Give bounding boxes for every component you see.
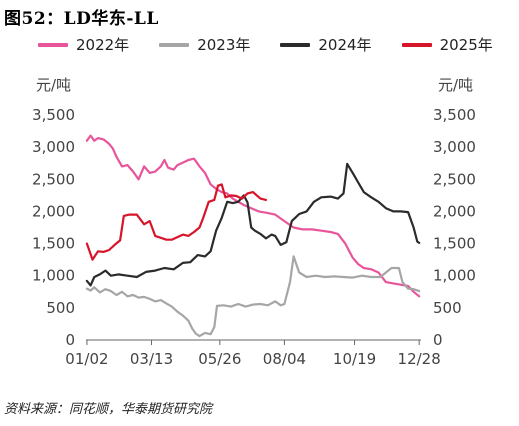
series-line-2023年	[85, 255, 421, 338]
y-tick-label-right: 500	[433, 299, 462, 317]
y-tick-label-left: 3,000	[32, 138, 75, 156]
legend-swatch-2025	[401, 42, 432, 47]
y-tick-label-left: 3,500	[32, 106, 75, 124]
axes: 0 0 500 500 1,000 1,000 1,500 1,500 2,000 2,000 2,…	[32, 106, 476, 368]
legend-item-2022: 2022年	[38, 34, 129, 55]
legend-label-2022: 2022年	[76, 36, 130, 54]
series-lines	[85, 134, 421, 338]
chart-legend: 2022年 2023年 2024年 2025年	[38, 34, 493, 55]
y-tick-label-left: 2,000	[32, 202, 75, 220]
y-tick-label-right: 3,500	[433, 106, 476, 124]
x-tick-label: 01/02	[65, 350, 108, 368]
y-tick-label-right: 1,500	[433, 235, 476, 253]
y-tick-label-right: 0	[433, 331, 443, 349]
source-note: 资料来源：同花顺，华泰期货研究院	[4, 402, 213, 417]
y-axis-left-label: 元/吨	[36, 76, 71, 94]
series-line-2025年	[85, 183, 268, 261]
y-tick-label-right: 2,500	[433, 170, 476, 188]
x-tick-label: 05/26	[198, 350, 241, 368]
y-tick-label-right: 2,000	[433, 202, 476, 220]
chart-plot: 元/吨 元/吨 0 0 500 500 1,000 1,000 1,500 1,500 2,00…	[32, 76, 476, 368]
legend-label-2023: 2023年	[197, 36, 251, 54]
y-axis-right-label: 元/吨	[438, 76, 473, 94]
legend-label-2024: 2024年	[318, 36, 372, 54]
legend-item-2025: 2025年	[401, 34, 493, 55]
y-tick-label-left: 0	[65, 331, 75, 349]
legend-swatch-2023	[159, 42, 190, 47]
y-tick-label-left: 1,000	[32, 267, 75, 285]
y-tick-label-left: 500	[46, 299, 75, 317]
x-tick-label: 03/13	[130, 350, 173, 368]
y-tick-label-right: 3,000	[433, 138, 476, 156]
series-line-2024年	[85, 162, 421, 287]
legend-swatch-2022	[38, 42, 68, 47]
chart-title: 图52：LD华东-LL	[4, 9, 159, 29]
series-line-2022年	[85, 134, 421, 298]
legend-item-2024: 2024年	[280, 34, 372, 55]
x-tick-label: 08/04	[263, 350, 306, 368]
y-tick-label-left: 2,500	[32, 170, 75, 188]
legend-swatch-2024	[280, 42, 311, 47]
y-tick-label-right: 1,000	[433, 267, 476, 285]
x-tick-label: 12/28	[398, 350, 441, 368]
legend-item-2023: 2023年	[159, 34, 250, 55]
x-tick-label: 10/19	[333, 350, 376, 368]
y-tick-label-left: 1,500	[32, 235, 75, 253]
legend-label-2025: 2025年	[439, 36, 493, 54]
